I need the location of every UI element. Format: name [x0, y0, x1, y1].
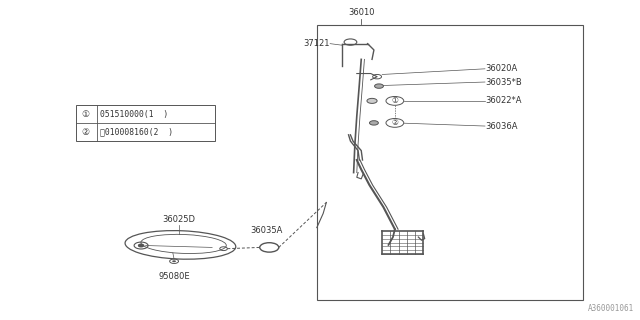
- Text: Ⓑ010008160(2  ): Ⓑ010008160(2 ): [100, 128, 173, 137]
- Text: 36025D: 36025D: [163, 215, 196, 224]
- Text: 36035A: 36035A: [250, 227, 282, 236]
- Text: 36010: 36010: [348, 8, 374, 17]
- Text: 36020A: 36020A: [485, 64, 517, 73]
- Circle shape: [138, 244, 143, 247]
- Circle shape: [374, 84, 383, 88]
- Text: ①: ①: [392, 96, 398, 105]
- Text: 36035*B: 36035*B: [485, 77, 522, 86]
- Text: 36022*A: 36022*A: [485, 96, 522, 105]
- Text: ②: ②: [392, 118, 398, 127]
- Circle shape: [260, 243, 279, 252]
- Text: 051510000(1  ): 051510000(1 ): [100, 109, 168, 118]
- Bar: [317, 25, 583, 300]
- Text: A360001061: A360001061: [588, 303, 634, 313]
- Text: ②: ②: [82, 128, 90, 137]
- Circle shape: [369, 121, 378, 125]
- Text: ①: ①: [82, 109, 90, 118]
- Circle shape: [367, 98, 377, 103]
- Text: 37121: 37121: [303, 39, 330, 48]
- Text: 95080E: 95080E: [158, 272, 190, 281]
- Circle shape: [172, 260, 176, 262]
- Text: 36036A: 36036A: [485, 122, 518, 131]
- Bar: [76, 105, 215, 141]
